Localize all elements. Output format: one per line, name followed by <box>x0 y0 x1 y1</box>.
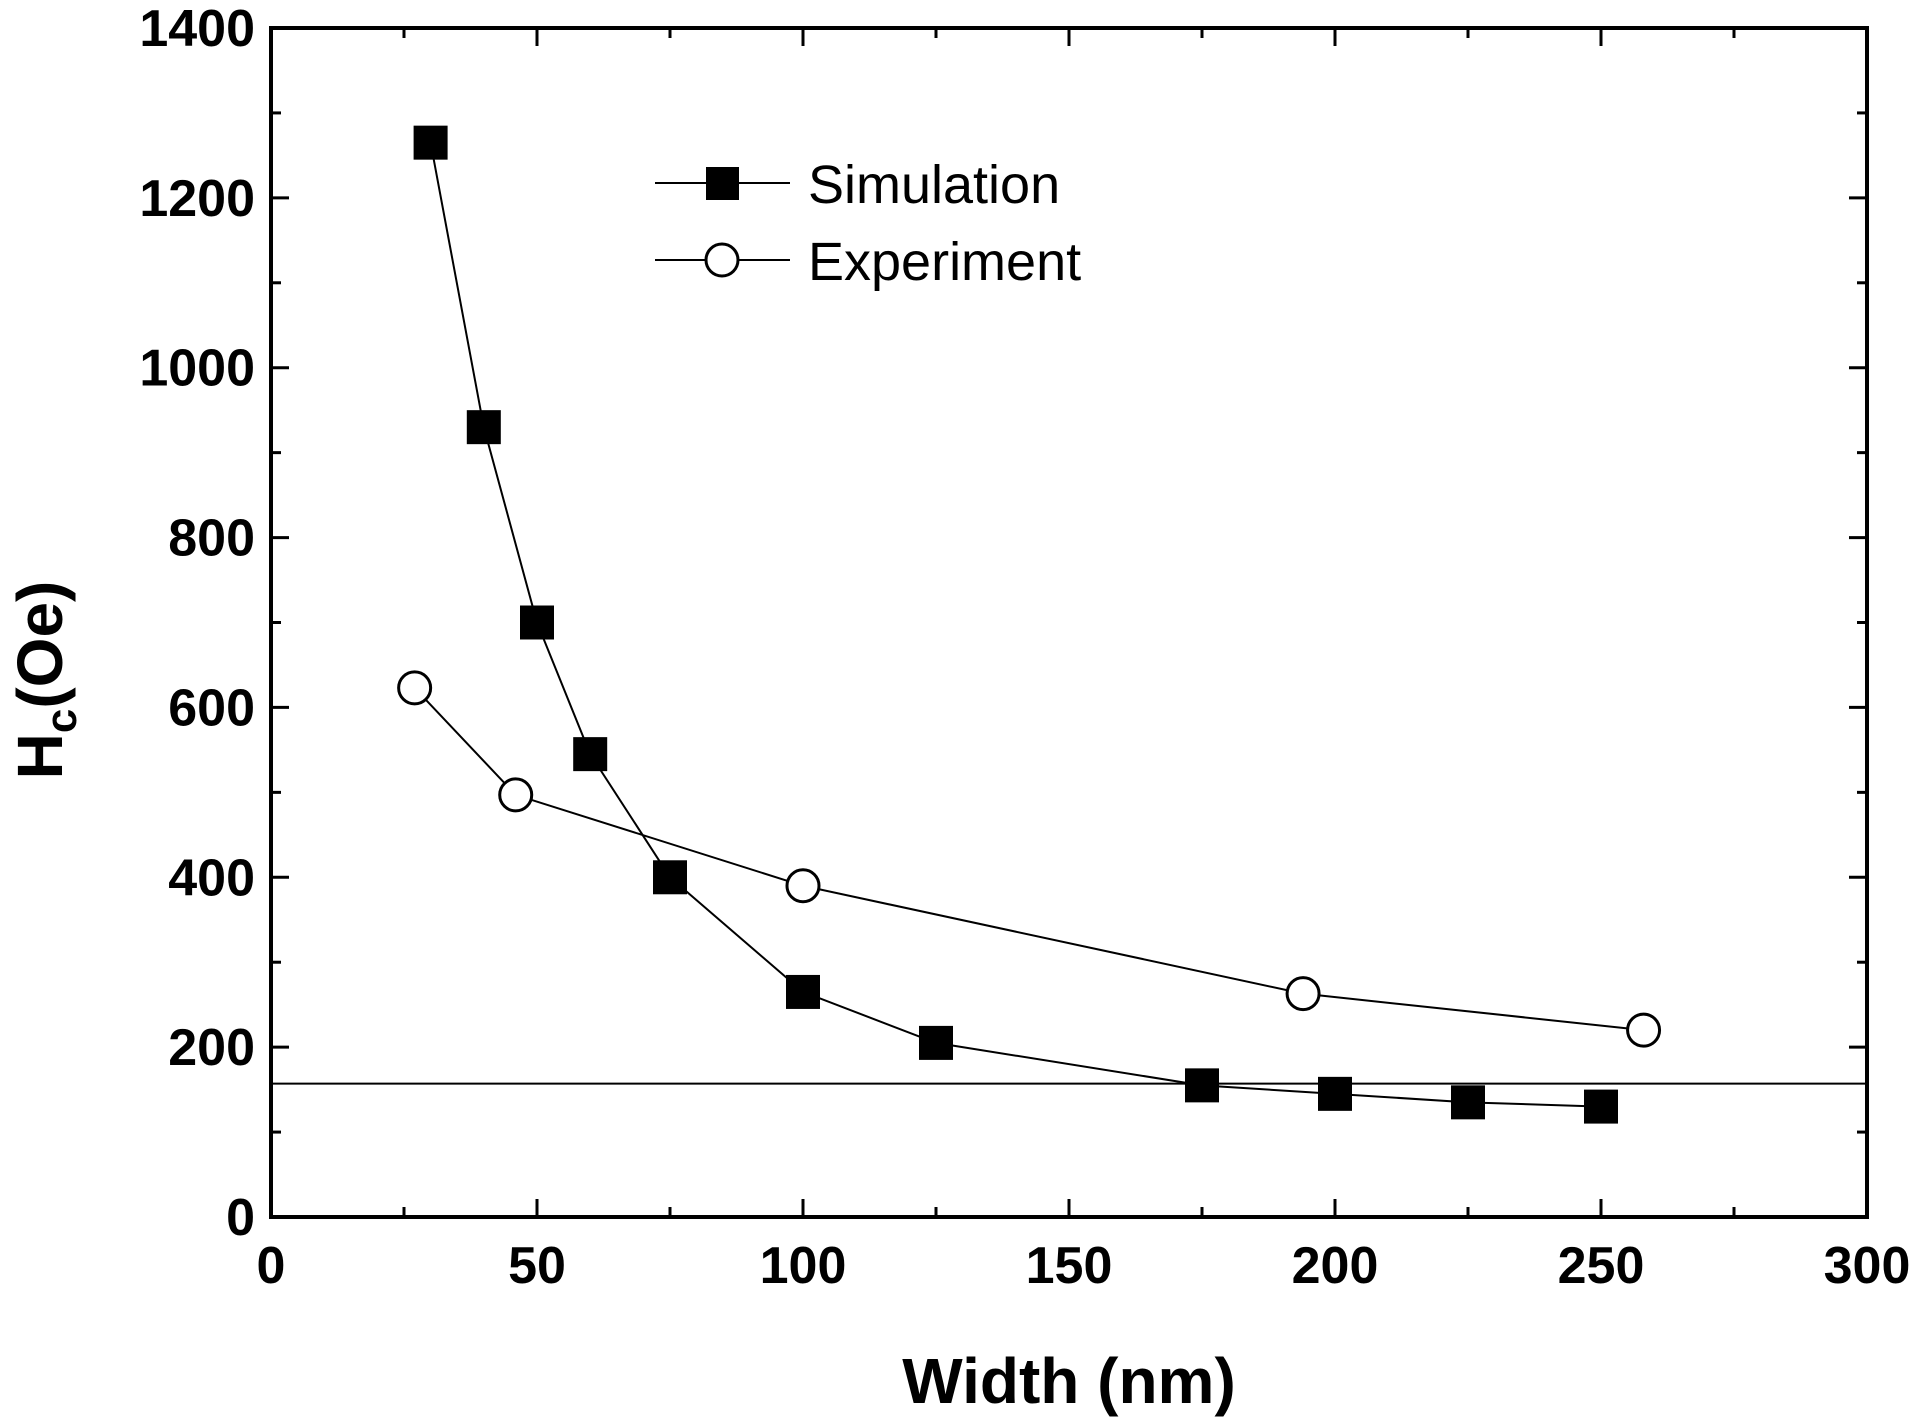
experiment-point <box>785 868 821 904</box>
y-tick-label: 200 <box>168 1019 255 1077</box>
simulation-point <box>1318 1076 1352 1111</box>
y-tick-label: 0 <box>226 1189 255 1247</box>
x-tick-label: 250 <box>1558 1237 1645 1295</box>
experiment-point <box>498 777 534 813</box>
x-tick-label: 200 <box>1292 1237 1379 1295</box>
simulation-point <box>466 410 501 445</box>
x-tick-label: 0 <box>257 1237 286 1295</box>
x-tick-label: 300 <box>1824 1237 1911 1295</box>
simulation-point <box>786 974 820 1009</box>
tick-labels: 0 50 100 150 200 250 300 0 200 400 600 800 1000 1200 1… <box>139 0 1910 1295</box>
x-tick-label: 100 <box>760 1237 847 1295</box>
legend-experiment-marker <box>704 242 740 278</box>
y-tick-label: 1000 <box>139 340 255 398</box>
experiment-point <box>1285 976 1321 1012</box>
simulation-point <box>919 1025 953 1060</box>
simulation-point <box>1451 1085 1485 1120</box>
legend-experiment-label: Experiment <box>808 232 1081 292</box>
y-axis-title: Hc(Oe) <box>4 581 86 780</box>
data-markers <box>397 125 1662 1124</box>
y-axis-title-subscript: c <box>37 709 86 733</box>
x-tick-label: 50 <box>508 1237 566 1295</box>
simulation-point <box>520 605 554 640</box>
simulation-point <box>1185 1068 1219 1103</box>
y-tick-label: 1200 <box>139 170 255 228</box>
simulation-point <box>413 125 448 160</box>
y-tick-label: 800 <box>168 510 255 568</box>
simulation-point <box>653 860 687 895</box>
svg-text:Hc(Oe): Hc(Oe) <box>4 581 86 780</box>
y-tick-label: 400 <box>168 849 255 907</box>
axis-ticks <box>269 26 1869 1219</box>
y-axis-title-main: H <box>4 733 76 779</box>
simulation-point <box>573 737 608 772</box>
legend-simulation-marker <box>706 167 739 200</box>
y-axis-title-suffix: (Oe) <box>4 581 76 709</box>
simulation-point <box>1584 1089 1618 1124</box>
experiment-point <box>1626 1012 1662 1048</box>
experiment-point <box>397 670 433 706</box>
plot-frame <box>269 26 1869 1219</box>
x-axis-title: Width (nm) <box>902 1345 1236 1417</box>
legend: Simulation Experiment <box>655 155 1081 292</box>
y-tick-label: 600 <box>168 679 255 737</box>
legend-simulation-label: Simulation <box>808 155 1060 215</box>
x-tick-label: 150 <box>1026 1237 1113 1295</box>
y-tick-label: 1400 <box>139 0 255 58</box>
